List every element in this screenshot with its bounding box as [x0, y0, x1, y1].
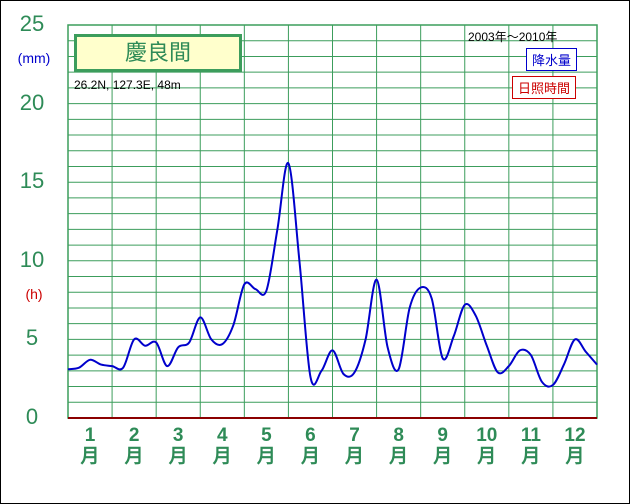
month-label: 11 月: [520, 425, 541, 467]
unit-label-h: (h): [25, 286, 43, 302]
y-tick-label: 20: [19, 89, 45, 115]
legend-sunshine: 日照時間: [512, 76, 577, 99]
month-label: 12 月: [564, 425, 586, 467]
y-tick-label: 0: [25, 404, 39, 429]
month-label: 10 月: [476, 425, 498, 467]
station-title: 慶良間: [74, 34, 242, 72]
y-tick-label: 10: [19, 246, 45, 272]
unit-label-mm: (mm): [17, 50, 51, 66]
y-tick-label: 5: [25, 325, 39, 351]
series-line-precipitation: [67, 162, 598, 388]
y-tick-label: 25: [19, 11, 45, 36]
period-label: 2003年～2010年: [468, 30, 558, 44]
station-location: 26.2N, 127.3E, 48m: [74, 78, 181, 92]
y-tick-label: 15: [19, 168, 45, 194]
legend-precipitation: 降水量: [526, 48, 578, 71]
